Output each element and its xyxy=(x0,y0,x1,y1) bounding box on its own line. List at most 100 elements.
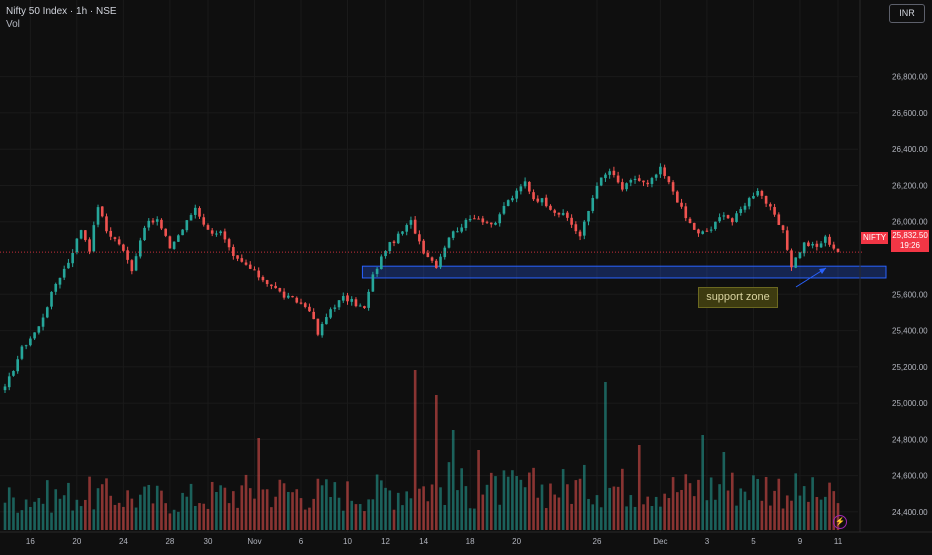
volume-bar xyxy=(654,496,658,530)
volume-bar xyxy=(151,503,155,530)
candle-body xyxy=(608,171,611,175)
candle-body xyxy=(198,208,201,217)
candle-body xyxy=(193,207,197,215)
candle-body xyxy=(764,195,768,204)
candle-body xyxy=(33,332,36,339)
candle-body xyxy=(536,198,540,202)
candle-body xyxy=(215,233,218,235)
candle-body xyxy=(578,231,582,237)
volume-bar xyxy=(637,445,641,530)
candle-body xyxy=(667,176,671,183)
candle-body xyxy=(616,175,620,183)
symbol-title[interactable]: Nifty 50 Index · 1h · NSE xyxy=(6,6,117,17)
candle-body xyxy=(88,239,91,252)
candle-body xyxy=(223,231,227,240)
volume-bar xyxy=(460,468,463,530)
volume-bar xyxy=(752,475,755,530)
volume-bar xyxy=(790,500,793,530)
volume-bar xyxy=(418,488,421,530)
volume-bar xyxy=(536,497,540,530)
candle-body xyxy=(126,250,129,260)
x-tick-label: 16 xyxy=(26,537,35,546)
candle-body xyxy=(785,230,789,250)
volume-bar xyxy=(798,495,802,530)
x-tick-label: 18 xyxy=(466,537,475,546)
volume-legend-label[interactable]: Vol xyxy=(6,19,20,30)
volume-bar xyxy=(206,508,210,530)
volume-bar xyxy=(286,491,290,530)
candle-body xyxy=(828,236,831,245)
volume-bar xyxy=(130,498,134,530)
support-zone-label[interactable]: support zone xyxy=(698,287,778,308)
volume-bar xyxy=(122,506,125,530)
volume-bar xyxy=(447,462,451,530)
volume-bar xyxy=(561,469,565,530)
volume-bar xyxy=(612,486,616,530)
volume-bar xyxy=(316,478,320,530)
candle-body xyxy=(637,178,641,181)
candle-body xyxy=(773,207,776,215)
candle-body xyxy=(100,206,104,217)
volume-bar xyxy=(244,474,248,530)
candle-body xyxy=(511,198,514,201)
volume-bar xyxy=(468,508,472,530)
volume-bar xyxy=(714,499,717,530)
x-tick-label: 20 xyxy=(512,537,521,546)
candle-body xyxy=(566,212,569,218)
y-tick-label: 26,200.00 xyxy=(892,181,928,190)
candle-body xyxy=(113,237,117,239)
volume-bar xyxy=(337,497,341,530)
candle-body xyxy=(172,241,176,249)
candle-body xyxy=(54,283,58,292)
candle-body xyxy=(468,218,472,221)
candle-body xyxy=(815,243,819,247)
volume-bar xyxy=(540,484,544,530)
volume-bar xyxy=(743,491,747,530)
lightning-icon[interactable]: ⚡ xyxy=(833,515,847,529)
ticker-badge: NIFTY xyxy=(861,232,888,244)
candle-body xyxy=(582,221,586,236)
volume-bar xyxy=(160,490,163,530)
volume-bar xyxy=(582,464,586,530)
volume-bar xyxy=(29,506,32,530)
volume-bar xyxy=(680,489,683,530)
volume-bar xyxy=(346,481,349,530)
volume-bar xyxy=(811,477,814,530)
x-tick-label: 5 xyxy=(751,537,756,546)
candle-body xyxy=(502,205,506,214)
candle-body xyxy=(177,235,180,242)
volume-bar xyxy=(67,482,70,530)
y-tick-label: 26,400.00 xyxy=(892,145,928,154)
candle-body xyxy=(105,216,108,232)
candle-body xyxy=(781,225,785,230)
volume-bar xyxy=(236,507,239,530)
candle-body xyxy=(308,306,311,312)
candle-body xyxy=(752,196,755,199)
candle-body xyxy=(244,262,248,265)
candle-body xyxy=(367,291,370,308)
volume-bar xyxy=(367,499,370,530)
volume-bar xyxy=(54,489,58,530)
candle-body xyxy=(836,248,840,253)
candle-body xyxy=(138,240,142,257)
candle-body xyxy=(434,260,438,268)
candle-body xyxy=(688,218,692,223)
x-tick-label: 12 xyxy=(381,537,390,546)
candle-body xyxy=(253,269,256,271)
candle-body xyxy=(117,239,121,245)
candle-body xyxy=(557,212,561,215)
candle-body xyxy=(739,209,743,213)
currency-button[interactable]: INR xyxy=(889,4,925,23)
volume-bar xyxy=(426,501,430,530)
x-tick-label: 6 xyxy=(299,537,304,546)
annotation-arrow-head xyxy=(819,268,826,274)
x-tick-label: 11 xyxy=(834,537,843,546)
volume-bar xyxy=(41,503,45,530)
candle-body xyxy=(654,174,658,178)
volume-bar xyxy=(739,488,743,530)
x-tick-label: 20 xyxy=(72,537,81,546)
volume-bar xyxy=(117,502,121,530)
candle-body xyxy=(418,234,421,242)
volume-bar xyxy=(659,506,662,530)
